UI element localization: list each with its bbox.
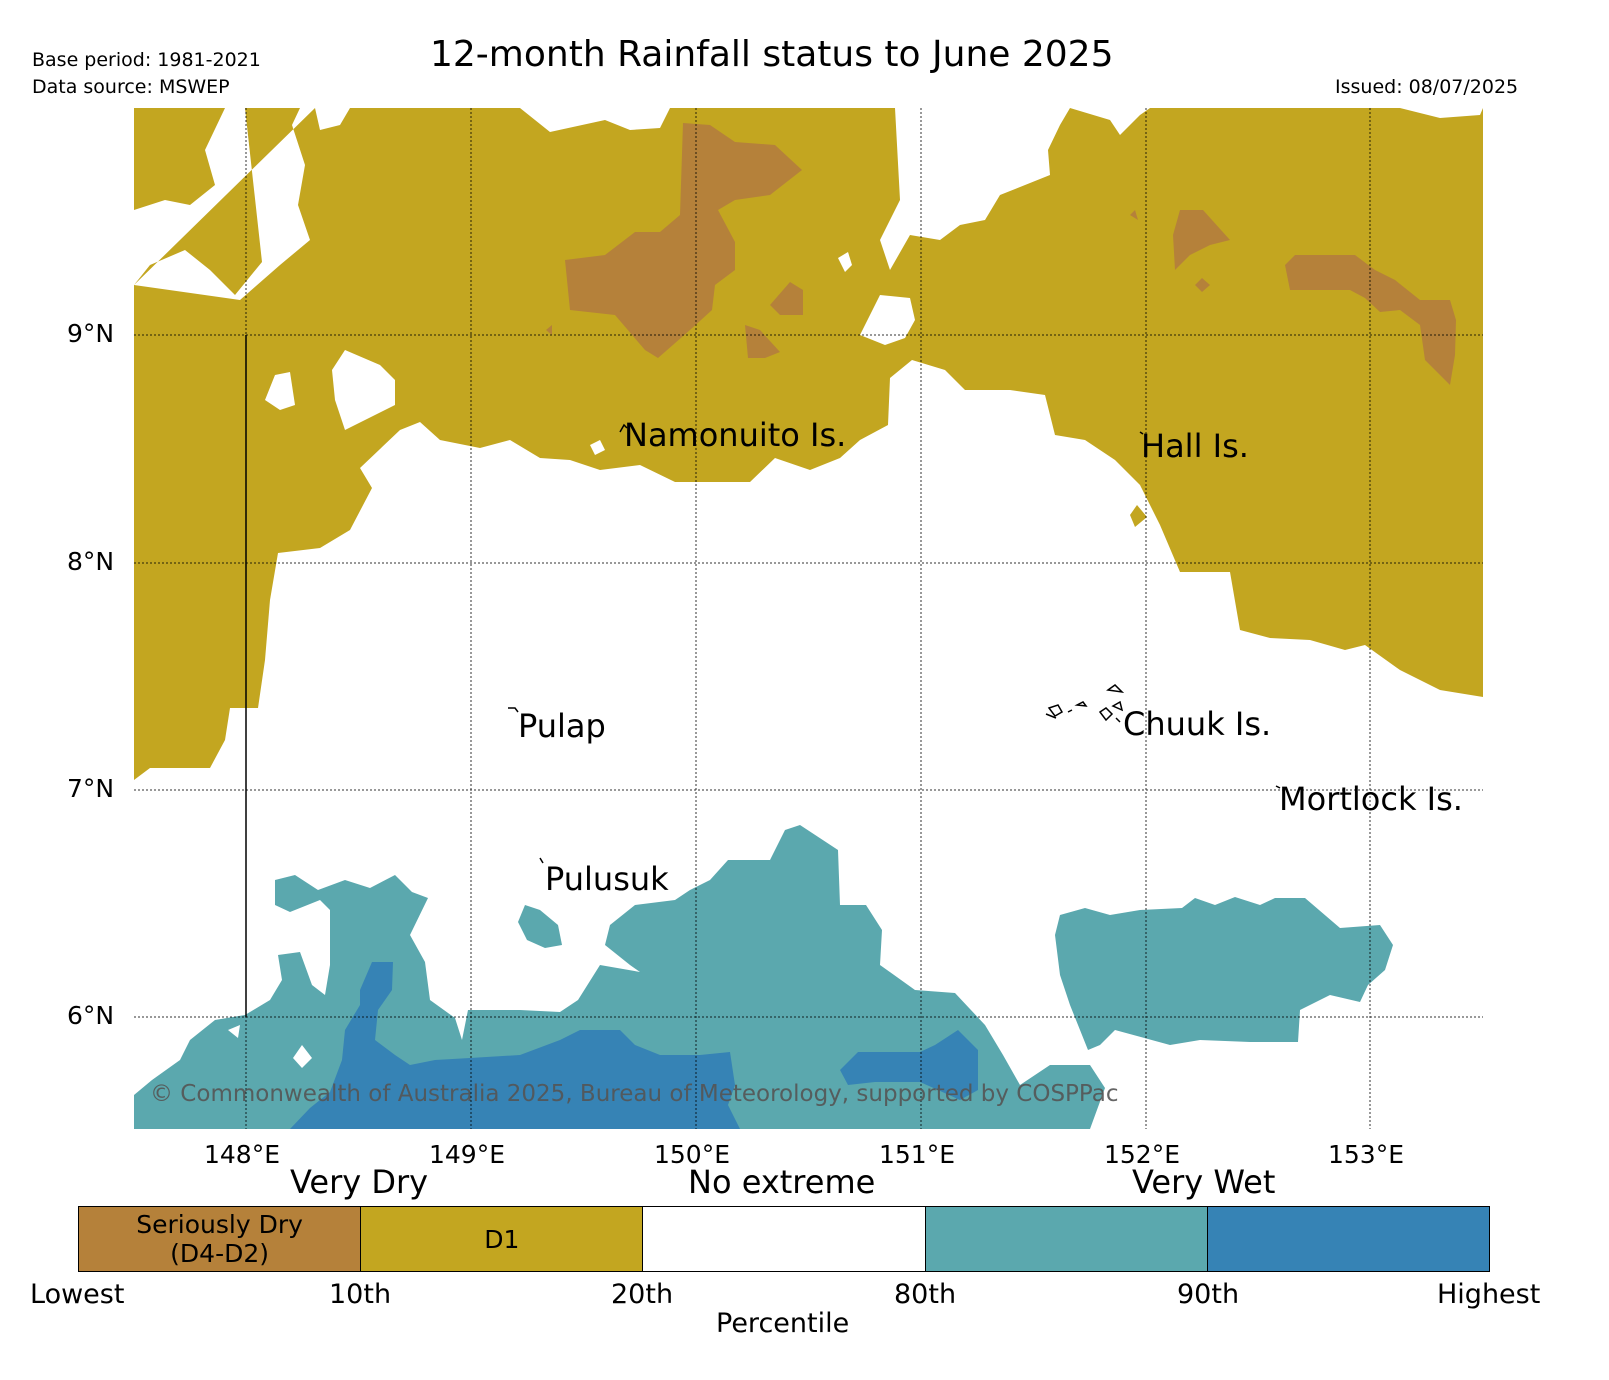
- issued-date: Issued: 08/07/2025: [1335, 76, 1519, 98]
- legend-segment-label: D1: [484, 1224, 520, 1254]
- lon-label-149e: 149°E: [429, 1140, 506, 1169]
- lat-label-6n: 6°N: [67, 1001, 115, 1030]
- legend-segment-no-extreme: [643, 1207, 926, 1271]
- legend-colorbar: Seriously Dry (D4-D2) D1: [78, 1206, 1490, 1272]
- base-period: Base period: 1981-2021: [32, 49, 261, 71]
- lon-label-151e: 151°E: [879, 1140, 956, 1169]
- percentile-tick-lowest: Lowest: [30, 1279, 125, 1310]
- legend-segment-wet-90-plus: [1207, 1207, 1490, 1271]
- legend-category-no-extreme: No extreme: [688, 1163, 876, 1201]
- place-label-pulusuk: Pulusuk: [545, 860, 669, 898]
- legend-category-very-dry: Very Dry: [290, 1163, 429, 1201]
- place-label-pulap: Pulap: [518, 707, 606, 745]
- place-label-chuuk: Chuuk Is.: [1123, 705, 1272, 743]
- percentile-tick-highest: Highest: [1437, 1279, 1541, 1310]
- lon-label-153e: 153°E: [1328, 1140, 1405, 1169]
- wet-90-plus-region: [290, 962, 740, 1129]
- legend-segment-wet-80-90: [925, 1207, 1208, 1271]
- lat-label-9n: 9°N: [67, 319, 115, 348]
- data-source: Data source: MSWEP: [32, 76, 230, 98]
- percentile-tick-80th: 80th: [894, 1279, 957, 1310]
- lon-label-150e: 150°E: [654, 1140, 731, 1169]
- place-label-mortlock: Mortlock Is.: [1279, 780, 1463, 818]
- percentile-tick-90th: 90th: [1177, 1279, 1240, 1310]
- percentile-tick-10th: 10th: [329, 1279, 392, 1310]
- lon-label-152e: 152°E: [1104, 1140, 1181, 1169]
- lat-label-7n: 7°N: [67, 774, 115, 803]
- percentile-axis-label: Percentile: [716, 1308, 850, 1339]
- legend-segment-label: Seriously Dry: [136, 1210, 303, 1239]
- seriously-dry-region: [565, 123, 802, 358]
- legend-segment-seriously-dry: Seriously Dry (D4-D2): [79, 1207, 362, 1271]
- legend-segment-label: (D4-D2): [170, 1239, 270, 1268]
- legend-segment-d1: D1: [361, 1207, 644, 1271]
- map-title: 12-month Rainfall status to June 2025: [430, 34, 1114, 75]
- copyright-notice: © Commonwealth of Australia 2025, Bureau…: [150, 1081, 1119, 1107]
- lon-label-148e: 148°E: [204, 1140, 281, 1169]
- lat-label-8n: 8°N: [67, 547, 115, 576]
- percentile-tick-20th: 20th: [611, 1279, 674, 1310]
- place-label-hall: Hall Is.: [1141, 427, 1249, 465]
- place-label-namonuito: Namonuito Is.: [624, 416, 847, 454]
- legend-category-very-wet: Very Wet: [1132, 1163, 1276, 1201]
